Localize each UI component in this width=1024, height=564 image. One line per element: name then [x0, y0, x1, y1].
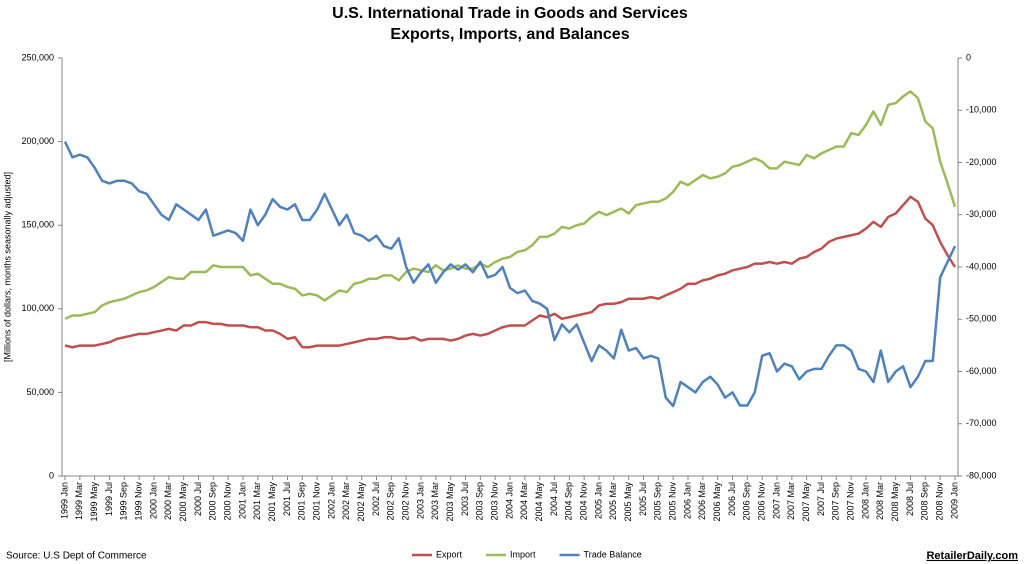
- x-tick-label: 2006 Jul: [727, 482, 737, 516]
- y-axis-label: [Millions of dollars, months seasonally …: [2, 172, 12, 362]
- legend-label: Export: [436, 549, 463, 559]
- x-tick-label: 2006 Mar: [697, 482, 707, 520]
- x-tick-label: 1999 Sep: [119, 482, 129, 521]
- y-tick-label: 50,000: [26, 387, 54, 397]
- y2-tick-label: -40,000: [966, 261, 997, 271]
- x-tick-label: 2002 Jul: [371, 482, 381, 516]
- x-tick-label: 2002 May: [356, 482, 366, 522]
- x-tick-label: 2005 Sep: [653, 482, 663, 521]
- x-tick-label: 2004 May: [534, 482, 544, 522]
- x-tick-label: 2002 Nov: [401, 482, 411, 521]
- x-tick-label: 2008 Jul: [905, 482, 915, 516]
- x-tick-label: 2006 Jan: [682, 482, 692, 519]
- x-tick-label: 2000 Nov: [223, 482, 233, 521]
- x-tick-label: 2005 Mar: [608, 482, 618, 520]
- chart-title: U.S. International Trade in Goods and Se…: [332, 5, 688, 22]
- x-tick-label: 2001 Jul: [282, 482, 292, 516]
- x-tick-label: 2001 Mar: [252, 482, 262, 520]
- x-tick-label: 2003 Jan: [415, 482, 425, 519]
- x-tick-label: 2007 Sep: [831, 482, 841, 521]
- x-tick-label: 2004 Nov: [579, 482, 589, 521]
- legend-label: Import: [510, 549, 536, 559]
- x-tick-label: 2006 Nov: [757, 482, 767, 521]
- y2-tick-label: -10,000: [966, 105, 997, 115]
- x-tick-label: 2007 Jul: [816, 482, 826, 516]
- x-tick-label: 2007 Nov: [846, 482, 856, 521]
- x-tick-label: 2005 Jul: [638, 482, 648, 516]
- x-tick-label: 2005 May: [623, 482, 633, 522]
- y2-tick-label: -20,000: [966, 157, 997, 167]
- x-tick-label: 2009 Jan: [949, 482, 959, 519]
- x-tick-label: 2004 Sep: [564, 482, 574, 521]
- y-tick-label: 250,000: [21, 52, 54, 62]
- y2-tick-label: -80,000: [966, 470, 997, 480]
- y2-tick-label: -60,000: [966, 366, 997, 376]
- y2-tick-label: -50,000: [966, 314, 997, 324]
- x-tick-label: 2004 Jul: [549, 482, 559, 516]
- chart-subtitle: Exports, Imports, and Balances: [390, 26, 629, 43]
- x-tick-label: 1999 Jul: [104, 482, 114, 516]
- x-tick-label: 2008 Mar: [875, 482, 885, 520]
- x-tick-label: 2001 Nov: [312, 482, 322, 521]
- x-tick-label: 2006 Sep: [742, 482, 752, 521]
- x-tick-label: 2008 Sep: [920, 482, 930, 521]
- x-tick-label: 2000 May: [178, 482, 188, 522]
- x-tick-label: 2008 Nov: [935, 482, 945, 521]
- x-tick-label: 2003 Jul: [460, 482, 470, 516]
- x-tick-label: 2001 Jan: [237, 482, 247, 519]
- y-tick-label: 150,000: [21, 220, 54, 230]
- y2-tick-label: -70,000: [966, 418, 997, 428]
- x-tick-label: 2000 Jul: [193, 482, 203, 516]
- credit: RetailerDaily.com: [926, 550, 1018, 562]
- y-tick-label: 200,000: [21, 136, 54, 146]
- x-tick-label: 2002 Jan: [326, 482, 336, 519]
- y2-tick-label: -30,000: [966, 209, 997, 219]
- x-tick-label: 2004 Mar: [519, 482, 529, 520]
- x-tick-label: 2007 May: [801, 482, 811, 522]
- x-tick-label: 1999 Mar: [74, 482, 84, 520]
- source: Source: U.S Dept of Commerce: [6, 551, 147, 562]
- series-line: [64, 195, 957, 349]
- x-tick-label: 2002 Sep: [386, 482, 396, 521]
- legend-label: Trade Balance: [584, 549, 642, 559]
- x-tick-label: 2003 May: [445, 482, 455, 522]
- series-line: [64, 90, 957, 320]
- x-tick-label: 2005 Nov: [668, 482, 678, 521]
- x-tick-label: 2008 May: [890, 482, 900, 522]
- x-tick-label: 2001 Sep: [297, 482, 307, 521]
- x-tick-label: 2000 Jan: [148, 482, 158, 519]
- x-tick-label: 1999 Jan: [59, 482, 69, 519]
- x-tick-label: 2002 Mar: [341, 482, 351, 520]
- x-tick-label: 2008 Jan: [860, 482, 870, 519]
- y-tick-label: 0: [49, 470, 54, 480]
- y-tick-label: 100,000: [21, 303, 54, 313]
- x-tick-label: 1999 Nov: [134, 482, 144, 521]
- x-tick-label: 2000 Sep: [208, 482, 218, 521]
- x-tick-label: 1999 May: [89, 482, 99, 522]
- x-tick-label: 2003 Mar: [430, 482, 440, 520]
- y2-tick-label: 0: [966, 52, 971, 62]
- x-tick-label: 2006 May: [712, 482, 722, 522]
- x-tick-label: 2003 Nov: [490, 482, 500, 521]
- x-tick-label: 2000 Mar: [163, 482, 173, 520]
- x-tick-label: 2007 Jan: [771, 482, 781, 519]
- x-tick-label: 2003 Sep: [475, 482, 485, 521]
- x-tick-label: 2005 Jan: [593, 482, 603, 519]
- series-line: [63, 141, 957, 408]
- x-tick-label: 2007 Mar: [786, 482, 796, 520]
- x-tick-label: 2004 Jan: [504, 482, 514, 519]
- x-tick-label: 2001 May: [267, 482, 277, 522]
